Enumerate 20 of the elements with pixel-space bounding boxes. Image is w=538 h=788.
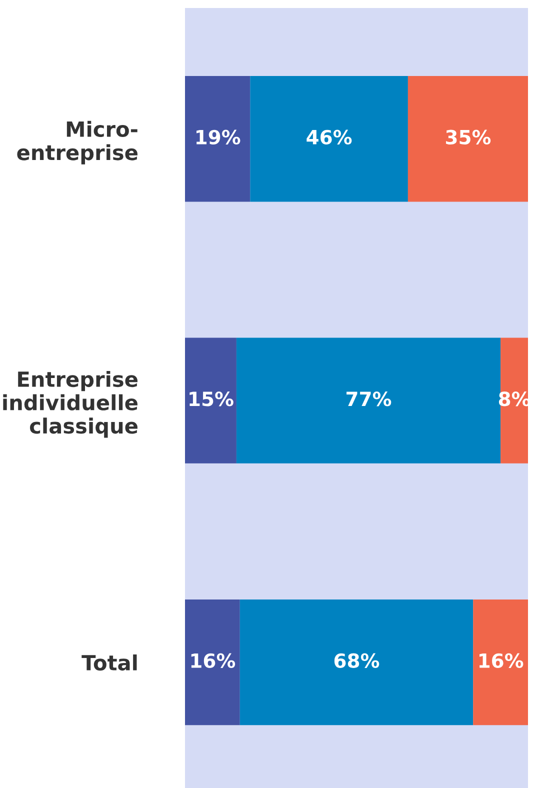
data-label: 46% xyxy=(306,130,352,145)
data-label: 19% xyxy=(196,130,240,145)
bar xyxy=(250,76,408,202)
bar xyxy=(185,76,250,202)
bar xyxy=(185,338,236,464)
y-tick-label: Entreprise individuelle classique xyxy=(3,370,138,438)
bar xyxy=(185,600,240,726)
bar xyxy=(473,600,528,726)
data-label: 16% xyxy=(479,653,524,668)
bar xyxy=(408,76,528,202)
data-label: 35% xyxy=(446,130,491,145)
bar xyxy=(240,600,474,726)
data-label: 68% xyxy=(334,653,380,668)
bar xyxy=(236,338,501,464)
bar xyxy=(500,338,528,464)
data-label: 77% xyxy=(346,392,392,406)
y-tick-label: Micro- entreprise xyxy=(17,120,138,164)
y-tick-label: Total xyxy=(82,654,137,671)
data-label: 16% xyxy=(191,653,236,668)
data-label: 15% xyxy=(190,392,234,406)
